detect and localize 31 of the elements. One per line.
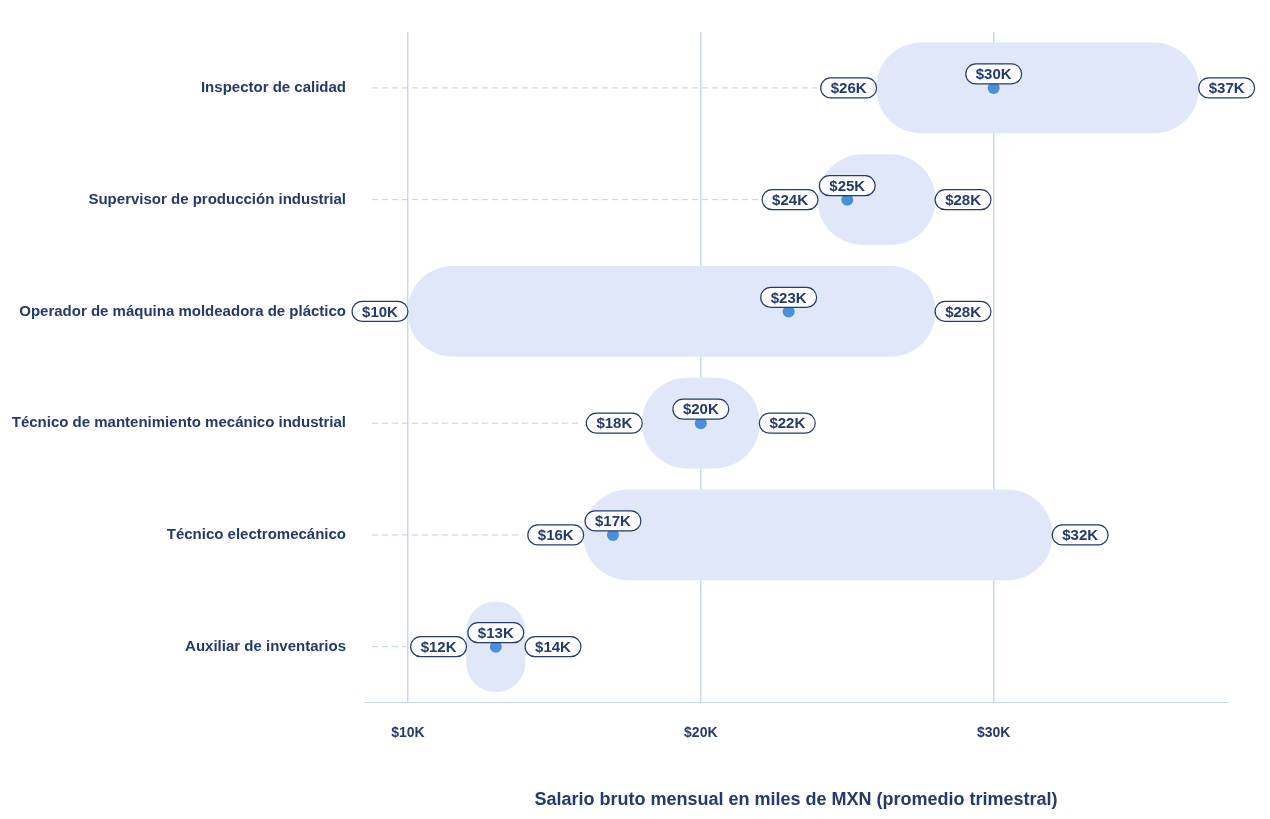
annotation: $18K [596,414,633,432]
x-axis-title: Salario bruto mensual en miles de MXN (promedio trimestral) [534,789,1058,810]
bar [876,42,1200,134]
annotation: $28K [945,190,982,208]
data-label: $30K [975,65,1012,83]
annotation: $10K [362,302,399,320]
annotation: $37K [1208,79,1245,97]
data-label: $25K [829,176,866,194]
annotation: $16K [537,526,574,544]
x-tick-label: $20K [684,723,718,740]
annotation: $14K [535,637,572,655]
bar [583,489,1053,581]
x-tick-label: $30K [976,723,1011,740]
annotation: $22K [769,414,806,432]
annotation: $12K [420,637,457,655]
data-label: $17K [595,512,632,530]
y-tick-label: Auxiliar de inventarios [185,636,346,654]
y-tick-label: Técnico de mantenimiento mecánico industrial [11,413,346,431]
y-tick-label: Inspector de calidad [200,78,346,96]
annotation: $24K [772,190,809,208]
annotation: $26K [830,79,867,97]
x-tick-label: $10K [391,723,425,740]
data-label: $20K [682,400,719,418]
y-tick-label: Operador de máquina moldeadora de pláctico [19,301,346,319]
data-label: $13K [477,623,514,641]
y-tick-label: Técnico electromecánico [166,525,346,543]
y-tick-label: Supervisor de producción industrial [88,189,346,207]
data-label: $23K [770,288,807,306]
annotation: $28K [945,302,982,320]
annotation: $32K [1062,526,1099,544]
bar [407,266,936,357]
